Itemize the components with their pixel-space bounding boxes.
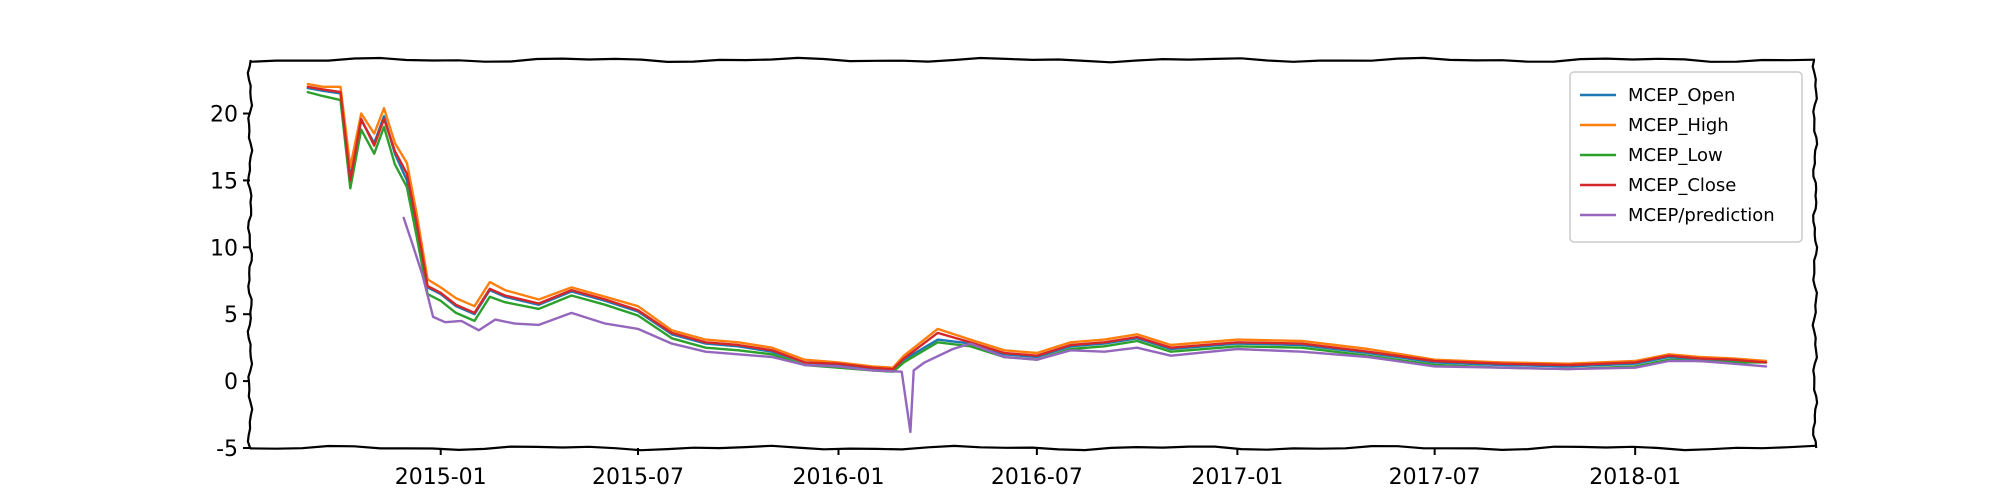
y-axis: -5 0 5 10 15 20	[210, 103, 250, 462]
y-tick-label: 20	[210, 103, 238, 128]
x-tick-label: 2017-01	[1191, 465, 1283, 490]
legend-label: MCEP_Open	[1628, 85, 1735, 106]
y-tick-label: -5	[216, 437, 238, 462]
series-line-1	[306, 82, 1768, 369]
y-tick-label: 15	[210, 169, 238, 194]
x-tick-label: 2016-01	[793, 465, 885, 490]
y-tick-label: 5	[224, 303, 238, 328]
series-line-2	[306, 90, 1768, 373]
series-layer	[306, 82, 1768, 434]
frame-top	[249, 56, 1816, 64]
frame-bottom	[249, 444, 1816, 452]
y-tick-label: 0	[224, 370, 238, 395]
legend-label: MCEP_High	[1628, 115, 1729, 136]
plot-frame	[246, 56, 1819, 452]
legend: MCEP_Open MCEP_High MCEP_Low MCEP_Close MCEP…	[1569, 71, 1803, 243]
frame-left	[246, 59, 254, 449]
series-line-4	[402, 216, 1768, 434]
x-tick-label: 2016-07	[991, 465, 1083, 490]
series-line-0	[306, 86, 1768, 372]
x-tick-label: 2015-01	[395, 465, 487, 490]
y-tick-label: 10	[210, 236, 238, 261]
frame-right	[1811, 59, 1819, 449]
legend-box	[1569, 71, 1803, 243]
x-tick-label: 2017-07	[1389, 465, 1481, 490]
series-line-3	[306, 85, 1768, 371]
x-axis: 2015-01 2015-07 2016-01 2016-07 2017-01 2017-…	[395, 448, 1681, 490]
x-tick-label: 2018-01	[1589, 465, 1681, 490]
legend-label: MCEP_Low	[1628, 145, 1723, 166]
legend-label: MCEP_Close	[1628, 175, 1736, 196]
legend-label: MCEP/prediction	[1628, 205, 1775, 226]
x-tick-label: 2015-07	[592, 465, 684, 490]
